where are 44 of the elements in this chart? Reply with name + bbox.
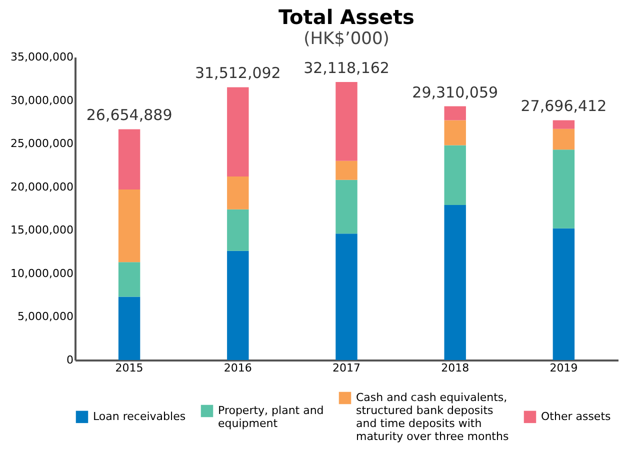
x-tick-label: 2015	[115, 362, 144, 374]
x-tick-label: 2016	[224, 362, 252, 374]
legend-label: Other assets	[541, 410, 612, 423]
bar	[336, 234, 358, 360]
y-tick-label: 25,000,000	[10, 137, 74, 150]
chart-subtitle: (HK$’000)	[304, 29, 390, 49]
chart-title: Total Assets	[278, 5, 414, 29]
total-label: 26,654,889	[86, 106, 172, 124]
bar	[118, 262, 140, 297]
x-tick-label: 2017	[332, 362, 360, 374]
total-label: 27,696,412	[520, 97, 607, 116]
total-label: 31,512,092	[194, 64, 281, 82]
bar	[444, 120, 466, 146]
x-tick-label: 2019	[550, 362, 578, 374]
bar	[552, 120, 575, 129]
bar	[336, 160, 358, 180]
legend-label: Property, plant and equipment	[218, 404, 324, 430]
bar	[118, 189, 140, 262]
y-tick-label: 10,000,000	[10, 266, 74, 280]
y-tick-label: 15,000,000	[10, 224, 74, 237]
bar	[444, 145, 466, 206]
total-label: 32,118,162	[304, 58, 390, 77]
x-tick-label: 2018	[441, 362, 470, 374]
y-tick-label: 0	[66, 354, 74, 366]
y-tick-label: 30,000,000	[10, 94, 74, 107]
y-tick-label: 20,000,000	[10, 180, 74, 194]
total-label: 29,310,059	[412, 83, 498, 102]
legend-label: Loan receivables	[93, 410, 186, 423]
bar	[444, 205, 466, 360]
bar	[227, 176, 249, 210]
bar	[118, 129, 140, 190]
bar	[552, 150, 575, 228]
bar	[227, 209, 249, 251]
bar	[227, 87, 249, 176]
bar	[336, 180, 358, 234]
y-tick-label: 35,000,000	[10, 50, 74, 64]
bar	[552, 128, 575, 150]
legend-label: Cash and cash equivalents, structured bank deposits and time deposits with maturity over three months	[356, 391, 509, 443]
y-tick-label: 5,000,000	[18, 310, 74, 324]
bar	[336, 82, 358, 161]
bar	[552, 228, 575, 360]
bar	[444, 106, 466, 120]
bar	[227, 250, 249, 360]
bar	[118, 296, 140, 360]
